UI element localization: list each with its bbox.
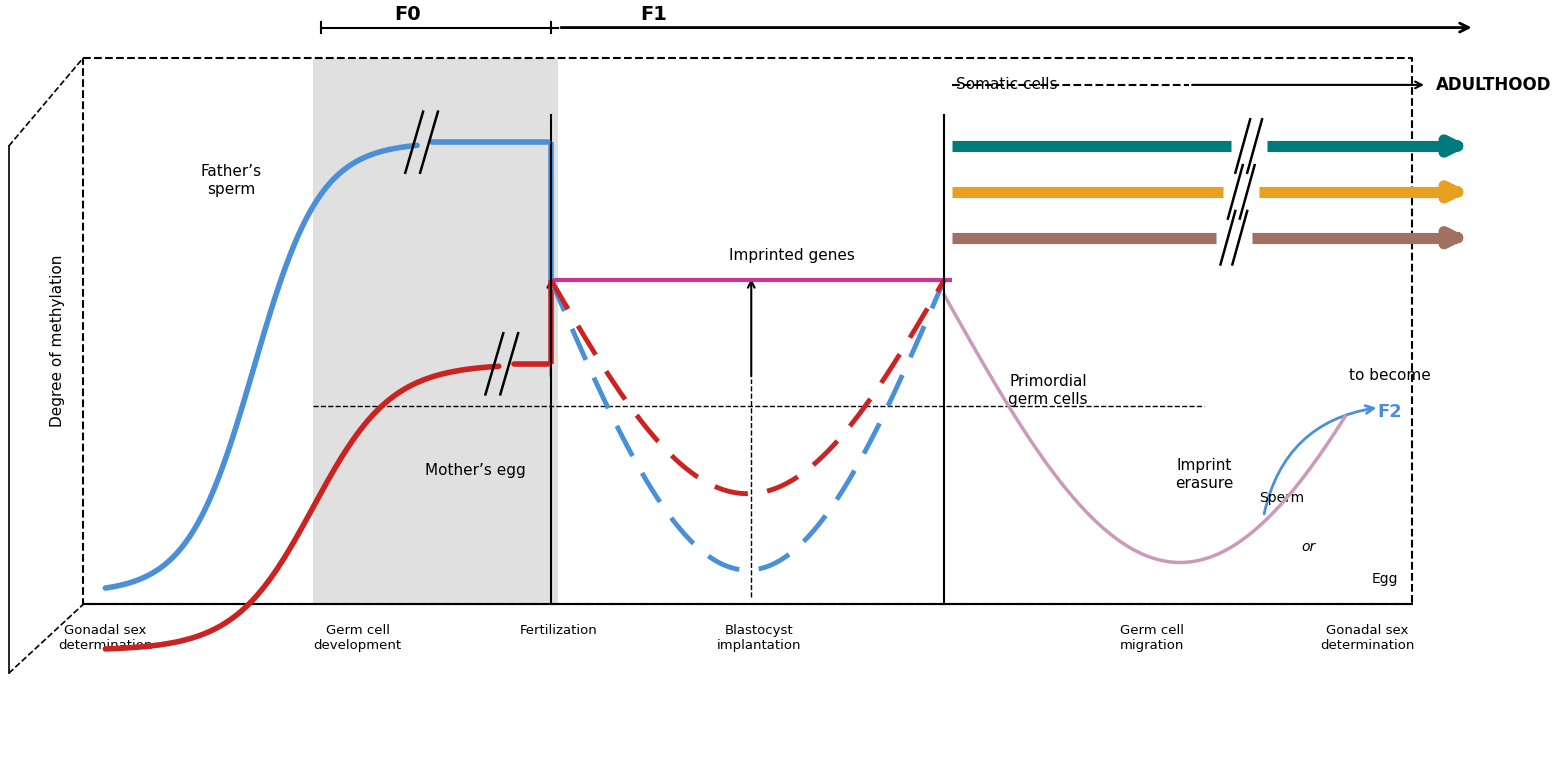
Text: Imprinted genes: Imprinted genes <box>729 248 854 263</box>
Text: F2: F2 <box>1378 403 1403 421</box>
Text: Gonadal sex
determination: Gonadal sex determination <box>1320 624 1415 652</box>
Text: Father’s
sperm: Father’s sperm <box>201 164 262 197</box>
Text: Gonadal sex
determination: Gonadal sex determination <box>58 624 153 652</box>
Text: F0: F0 <box>394 5 420 24</box>
Text: to become: to become <box>1350 368 1431 383</box>
Text: Degree of methylation: Degree of methylation <box>50 255 66 427</box>
Text: ADULTHOOD: ADULTHOOD <box>1435 76 1551 94</box>
Text: Sperm: Sperm <box>1259 491 1304 505</box>
Text: Egg: Egg <box>1371 572 1398 586</box>
Text: Germ cell
migration: Germ cell migration <box>1120 624 1184 652</box>
Bar <box>314 58 558 604</box>
Text: Fertilization: Fertilization <box>519 624 597 636</box>
Text: Germ cell
development: Germ cell development <box>314 624 401 652</box>
Text: Somatic cells: Somatic cells <box>956 77 1057 92</box>
Text: Primordial
germ cells: Primordial germ cells <box>1009 375 1089 407</box>
Text: or: or <box>1301 540 1315 554</box>
Text: Blastocyst
implantation: Blastocyst implantation <box>717 624 801 652</box>
Text: F1: F1 <box>640 5 667 24</box>
Text: Imprint
erasure: Imprint erasure <box>1175 458 1234 491</box>
Text: Mother’s egg: Mother’s egg <box>425 464 525 478</box>
